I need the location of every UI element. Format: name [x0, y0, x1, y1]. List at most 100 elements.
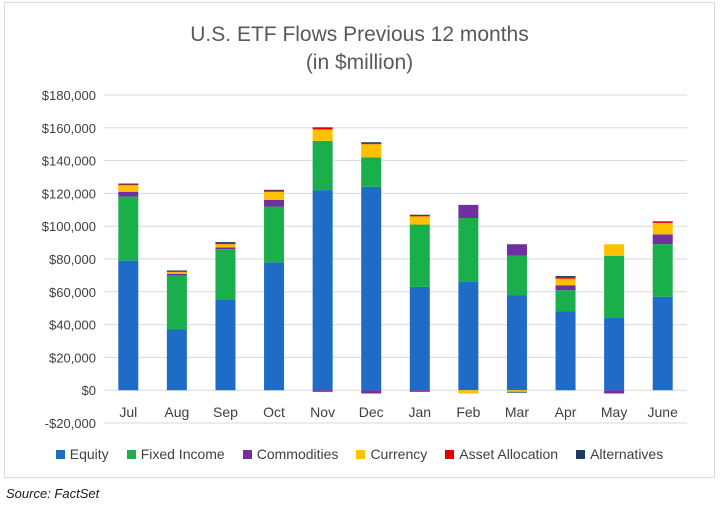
legend-label: Commodities [256, 446, 339, 462]
bar-equity-apr [555, 311, 576, 391]
bar-fixed-income-aug [166, 275, 187, 330]
x-tick-label: Dec [359, 404, 384, 420]
bar-asset-allocation-aug [166, 271, 187, 273]
bar-alternatives-sep [215, 242, 236, 244]
bar-fixed-income-nov [312, 140, 333, 191]
bar-currency-feb [458, 390, 479, 394]
bar-fixed-income-feb [458, 218, 479, 282]
bar-commodities-may [604, 390, 625, 394]
bar-currency-oct [264, 191, 285, 200]
legend-swatch [445, 449, 455, 459]
bar-currency-mar [506, 390, 527, 392]
source-note: Source: FactSet [6, 486, 100, 501]
bar-currency-dec [361, 144, 382, 158]
legend-label: Equity [69, 446, 109, 462]
y-tick-label: -$20,000 [45, 416, 96, 431]
x-tick-label: Aug [164, 404, 189, 420]
x-tick-label: May [601, 404, 627, 420]
bar-currency-sep [215, 244, 236, 248]
bar-fixed-income-oct [264, 206, 285, 263]
bar-alternatives-oct [264, 189, 285, 191]
x-tick-label: June [648, 404, 679, 420]
bar-asset-allocation-jan [409, 215, 430, 217]
bar-asset-allocation-dec [361, 143, 382, 145]
bar-alternatives-jan [409, 214, 430, 216]
bar-commodities-dec [361, 390, 382, 394]
bar-asset-allocation-sep [215, 243, 236, 245]
x-tick-label: Jan [409, 404, 432, 420]
bar-asset-allocation-apr [555, 277, 576, 279]
legend-item-asset-allocation: Asset Allocation [445, 446, 558, 462]
bar-fixed-income-mar [506, 255, 527, 296]
bar-currency-jan [409, 216, 430, 225]
bar-equity-nov [312, 190, 333, 391]
x-tick-label: Apr [555, 404, 577, 420]
bar-asset-allocation-jul [118, 184, 139, 186]
legend-label: Currency [370, 446, 428, 462]
bar-commodities-jul [118, 191, 139, 197]
bar-asset-allocation-june [652, 221, 673, 223]
bar-fixed-income-may [604, 255, 625, 319]
legend-swatch [55, 449, 65, 459]
x-tick-label: Mar [505, 404, 529, 420]
bar-commodities-nov [312, 390, 333, 392]
bar-equity-mar [506, 295, 527, 391]
bar-alternatives-aug [166, 270, 187, 272]
y-tick-label: $160,000 [42, 121, 96, 136]
bar-fixed-income-june [652, 244, 673, 297]
bar-equity-jan [409, 286, 430, 391]
bar-currency-apr [555, 278, 576, 286]
chart-frame: U.S. ETF Flows Previous 12 months (in $m… [4, 2, 715, 478]
bar-commodities-jan [409, 390, 430, 392]
bar-commodities-apr [555, 285, 576, 291]
legend-item-fixed-income: Fixed Income [126, 446, 225, 462]
bar-alternatives-dec [361, 142, 382, 144]
legend: Equity Fixed Income Commodities Currency Ass… [5, 446, 714, 462]
y-tick-label: $20,000 [49, 350, 96, 365]
y-tick-label: $100,000 [42, 219, 96, 234]
bar-equity-aug [166, 329, 187, 391]
legend-item-alternatives: Alternatives [576, 446, 663, 462]
legend-swatch [242, 449, 252, 459]
plot-area: -$20,000 $0 $20,000 $40,000 $60,000 $80,000 $1… [42, 88, 687, 431]
bar-fixed-income-sep [215, 249, 236, 300]
bar-alternatives-apr [555, 276, 576, 278]
bar-commodities-oct [264, 199, 285, 207]
bar-equity-jul [118, 260, 139, 391]
bar-commodities-mar [506, 244, 527, 256]
bar-equity-may [604, 318, 625, 391]
y-tick-label: $0 [82, 383, 96, 398]
legend-swatch [356, 449, 366, 459]
bar-fixed-income-jan [409, 224, 430, 287]
bar-currency-june [652, 222, 673, 235]
bar-currency-jul [118, 185, 139, 192]
bar-equity-sep [215, 300, 236, 391]
chart-subtitle: (in $million) [305, 51, 414, 74]
bar-alternatives-jul [118, 183, 139, 185]
y-tick-label: $40,000 [49, 318, 96, 333]
y-tick-label: $80,000 [49, 252, 96, 267]
legend-item-commodities: Commodities [242, 446, 339, 462]
legend-swatch [576, 449, 586, 459]
y-tick-label: $140,000 [42, 154, 96, 169]
chart-title: U.S. ETF Flows Previous 12 months [190, 23, 529, 46]
bar-commodities-sep [215, 247, 236, 250]
x-tick-label: Jul [119, 404, 137, 420]
legend-label: Fixed Income [140, 446, 225, 462]
bar-commodities-feb [458, 204, 479, 218]
legend-label: Asset Allocation [459, 446, 559, 462]
bar-commodities-june [652, 234, 673, 245]
y-tick-label: $120,000 [42, 186, 96, 201]
bar-fixed-income-apr [555, 290, 576, 312]
bar-equity-dec [361, 186, 382, 391]
bar-alternatives-mar [506, 391, 527, 393]
bar-alternatives-june [652, 221, 673, 222]
bar-currency-nov [312, 129, 333, 141]
bar-equity-june [652, 296, 673, 391]
bar-asset-allocation-nov [312, 127, 333, 130]
y-tick-label: $180,000 [42, 88, 96, 103]
bar-commodities-aug [166, 273, 187, 276]
legend-label: Alternatives [590, 446, 664, 462]
bar-asset-allocation-oct [264, 190, 285, 192]
x-tick-label: Feb [456, 404, 480, 420]
